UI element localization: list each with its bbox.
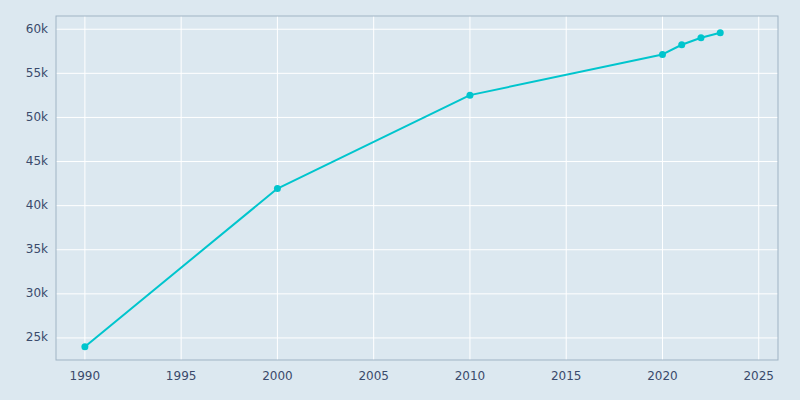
- x-grid-line: [758, 16, 759, 360]
- x-grid-line: [566, 16, 567, 360]
- y-grid-line: [56, 293, 778, 294]
- y-grid-line: [56, 117, 778, 118]
- line: [85, 33, 720, 347]
- x-grid-line: [84, 16, 85, 360]
- y-grid-line: [56, 337, 778, 338]
- y-tick-label: 60k: [26, 22, 48, 36]
- plot-frame: [56, 16, 778, 360]
- x-grid-line: [373, 16, 374, 360]
- y-grid-line: [56, 205, 778, 206]
- y-tick-label: 50k: [26, 110, 48, 124]
- y-tick-label: 35k: [26, 242, 48, 256]
- marker: [678, 41, 685, 48]
- background: [0, 0, 800, 400]
- marker: [466, 92, 473, 99]
- y-grid-line: [56, 249, 778, 250]
- x-tick-label: 2025: [743, 369, 774, 383]
- x-tick-label: 2020: [647, 369, 678, 383]
- y-tick-label: 40k: [26, 198, 48, 212]
- marker: [274, 185, 281, 192]
- marker: [81, 343, 88, 350]
- y-tick-label: 25k: [26, 330, 48, 344]
- y-grid-line: [56, 29, 778, 30]
- marker: [717, 29, 724, 36]
- y-tick-label: 55k: [26, 66, 48, 80]
- axes: 25k 30k 35k 40k 45k 50k 55k 60k 1990 1995 2000 2005…: [26, 22, 774, 383]
- x-tick-label: 2005: [358, 369, 389, 383]
- data-layer: [81, 29, 723, 350]
- x-tick-label: 2010: [455, 369, 486, 383]
- marker: [697, 34, 704, 41]
- x-grid-line: [181, 16, 182, 360]
- x-tick-label: 2015: [551, 369, 582, 383]
- x-tick-label: 1990: [70, 369, 101, 383]
- y-tick-label: 45k: [26, 154, 48, 168]
- chart-svg: 25k 30k 35k 40k 45k 50k 55k 60k 1990 1995 2000 2005…: [0, 0, 800, 400]
- x-tick-label: 2000: [262, 369, 293, 383]
- x-grid-line: [662, 16, 663, 360]
- chart-container: 25k 30k 35k 40k 45k 50k 55k 60k 1990 1995 2000 2005…: [0, 0, 800, 400]
- grid: [56, 16, 778, 360]
- y-grid-line: [56, 73, 778, 74]
- x-grid-line: [469, 16, 470, 360]
- x-tick-label: 1995: [166, 369, 197, 383]
- y-tick-label: 30k: [26, 286, 48, 300]
- marker: [659, 51, 666, 58]
- y-grid-line: [56, 161, 778, 162]
